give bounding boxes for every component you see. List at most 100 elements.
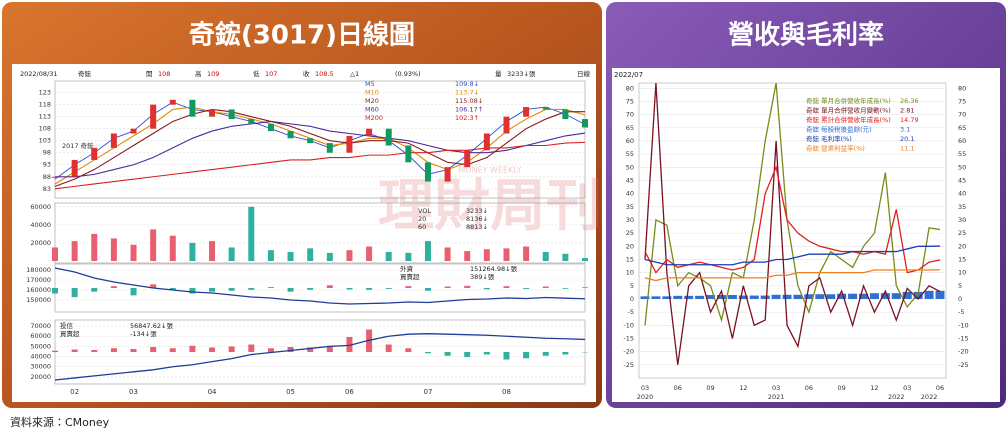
net-bar	[483, 288, 490, 290]
x-tick-label: 09	[838, 384, 846, 392]
legend-name: M20	[365, 97, 379, 105]
eps-bar	[706, 295, 716, 299]
y-tick-label: 150000	[26, 296, 51, 304]
legend-name: 投信	[60, 321, 74, 330]
volume-bar	[523, 246, 530, 261]
volume-bar	[267, 250, 274, 261]
volume-bar	[130, 244, 137, 261]
right-title: 營收與毛利率	[728, 20, 884, 51]
eps-bar	[793, 294, 803, 299]
x-tick-label: 06	[674, 384, 682, 392]
candle	[542, 107, 549, 110]
net-bar	[209, 288, 216, 292]
y-tick-label: 88	[43, 173, 51, 181]
volume-bar	[110, 238, 117, 261]
y-tick-label: 50000	[30, 342, 51, 350]
net-bar	[326, 345, 333, 352]
y2-tick-label: -5	[958, 308, 964, 316]
legend-value: 106.17↑	[455, 106, 483, 114]
series-line	[644, 165, 941, 274]
y-tick-label: 55	[626, 150, 634, 158]
y2-tick-label: 70	[958, 111, 966, 119]
volume-bar	[150, 229, 157, 261]
eps-bar	[771, 294, 781, 299]
header-item: 低	[253, 69, 260, 78]
y2-tick-label: 25	[958, 229, 966, 237]
x-tick-label: 04	[208, 388, 217, 396]
net-bar	[267, 348, 274, 352]
net-bar	[267, 287, 274, 288]
y2-tick-label: 10	[958, 269, 966, 277]
net-bar	[346, 337, 353, 352]
candle	[424, 162, 431, 182]
eps-bar	[760, 295, 770, 299]
y-tick-label: 35	[626, 203, 634, 211]
net-bar	[405, 348, 412, 352]
net-bar	[169, 288, 176, 290]
eps-bar	[695, 295, 705, 299]
y-tick-label: -25	[623, 361, 634, 369]
legend-value: 389↓張	[470, 273, 495, 281]
y-tick-label: 93	[43, 161, 51, 169]
candle	[405, 145, 412, 163]
eps-bar	[738, 295, 748, 299]
left-title: 奇鋐(3017)日線圖	[189, 20, 415, 51]
header-item: 108	[158, 70, 170, 78]
series-line	[54, 267, 586, 305]
header-item: 3233↓張	[507, 70, 536, 78]
header-item: 收	[303, 69, 310, 78]
eps-bar	[859, 293, 869, 299]
candle	[71, 159, 78, 177]
y-tick-label: 20000	[30, 373, 51, 381]
candle	[248, 119, 255, 124]
y2-tick-label: 75	[958, 97, 966, 105]
y2-tick-label: -10	[958, 321, 969, 329]
net-bar	[366, 288, 373, 290]
net-bar	[91, 288, 98, 292]
y-tick-label: 40000	[30, 221, 51, 229]
y2-tick-label: -25	[958, 361, 969, 369]
net-bar	[228, 346, 235, 352]
x-tick-label: 02	[70, 388, 79, 396]
legend-name: M60	[365, 106, 379, 114]
legend-value: 3233↓	[466, 207, 488, 215]
series-line	[54, 333, 586, 381]
header-item: 日線	[577, 69, 591, 78]
volume-bar	[464, 251, 471, 261]
net-bar	[287, 347, 294, 352]
x-tick-label: 03	[129, 388, 138, 396]
volume-bar	[326, 252, 333, 261]
y-tick-label: 40	[626, 190, 634, 198]
y-tick-label: 103	[39, 137, 51, 145]
volume-bar	[542, 251, 549, 261]
y-tick-label: 83	[43, 185, 51, 193]
series-line	[54, 141, 586, 190]
series-line	[55, 120, 586, 178]
eps-bar	[837, 293, 847, 299]
net-bar	[228, 288, 235, 291]
volume-bar	[424, 241, 431, 261]
net-bar	[248, 288, 255, 290]
x-tick-label: 03	[772, 384, 780, 392]
y2-tick-label: 20	[958, 242, 966, 250]
volume-bar	[169, 235, 176, 261]
net-bar	[150, 284, 157, 288]
x-tick-label: 09	[706, 384, 714, 392]
y-tick-label: 45	[626, 176, 634, 184]
y2-tick-label: 80	[958, 84, 966, 92]
y-tick-label: 30000	[30, 363, 51, 371]
y-tick-label: -5	[628, 308, 634, 316]
legend-name: 買賣超	[400, 272, 420, 281]
volume-bar	[71, 241, 78, 261]
volume-bar	[248, 206, 255, 261]
y-tick-label: 10	[626, 269, 634, 277]
x-tick-label: 06	[805, 384, 813, 392]
net-bar	[405, 286, 412, 288]
source: 資料來源：CMoney	[10, 415, 110, 429]
x-year-label: 2022	[888, 393, 905, 401]
candle	[444, 167, 451, 182]
net-bar	[503, 352, 510, 360]
x-tick-label: 05	[286, 388, 295, 396]
